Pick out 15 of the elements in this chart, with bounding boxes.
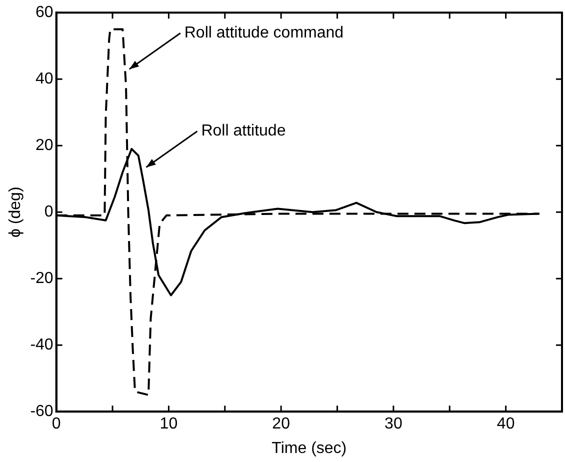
y-tick-label: -60: [30, 403, 54, 420]
x-tick-label: 20: [272, 416, 290, 433]
y-axis-title: ϕ (deg): [7, 186, 24, 238]
x-tick-label: 30: [384, 416, 402, 433]
y-tick-label: 20: [36, 137, 54, 154]
y-tick-label: -20: [30, 270, 54, 288]
y-tick-label: 0: [44, 204, 54, 221]
annotation: Roll attitude command: [184, 24, 344, 42]
y-tick-label: 40: [36, 70, 54, 88]
y-tick-label: 60: [36, 4, 54, 22]
x-axis-title: Time (sec): [272, 440, 347, 457]
y-tick-label: -40: [30, 336, 54, 354]
x-tick-label: 10: [160, 416, 178, 433]
annotation: Roll attitude: [201, 122, 286, 140]
x-tick-label: 40: [496, 416, 515, 433]
